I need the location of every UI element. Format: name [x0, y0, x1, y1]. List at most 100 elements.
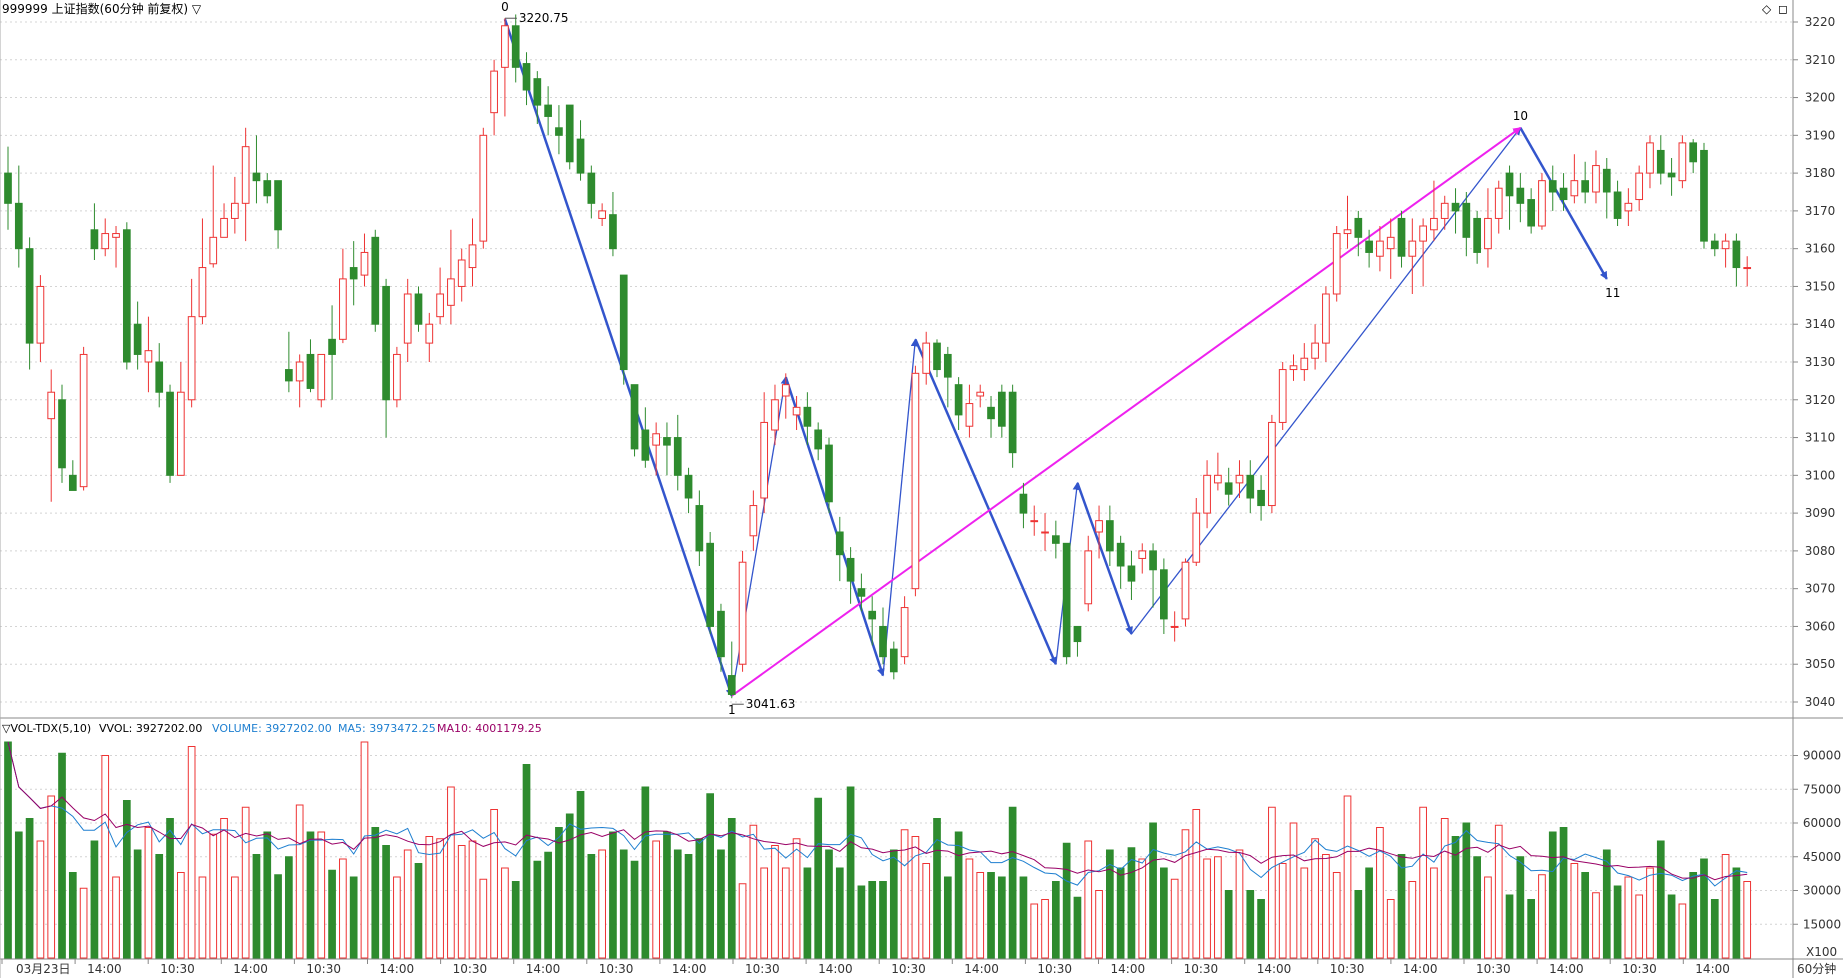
volume-bar: [987, 872, 995, 959]
volume-bar: [663, 831, 671, 959]
volume-bar: [58, 752, 66, 959]
candle-body: [1138, 550, 1147, 559]
candle-body: [90, 229, 99, 250]
volume-bar: [1592, 892, 1600, 959]
candle-body: [760, 421, 769, 499]
candle-body: [911, 372, 920, 590]
candle-body: [68, 474, 77, 491]
candle-body: [306, 353, 315, 389]
candle-body: [1732, 240, 1741, 269]
indicator-ma5: MA5: 3973472.25: [338, 722, 436, 735]
candle-body: [1203, 474, 1211, 514]
volume-bar: [133, 849, 142, 959]
candle-body: [771, 399, 779, 431]
volume-bars: [4, 741, 1752, 959]
volume-bar: [479, 878, 488, 959]
window-icon-diamond[interactable]: ◇: [1762, 2, 1772, 16]
candle-body: [1624, 202, 1633, 212]
candle-body: [1548, 180, 1557, 193]
time-tick-label: 10:30: [1184, 962, 1219, 976]
candle-body: [555, 127, 563, 136]
time-tick-label: 14:00: [380, 962, 415, 976]
candle-body: [1516, 187, 1525, 204]
volume-bar: [565, 813, 574, 959]
volume-bar: [1041, 899, 1049, 959]
candle-body: [846, 557, 855, 582]
time-tick-label: 10:30: [891, 962, 926, 976]
time-tick-label: 10:30: [1622, 962, 1657, 976]
volume-bar: [609, 831, 617, 959]
candle-body: [727, 675, 736, 695]
volume-bar: [1332, 872, 1341, 959]
volume-bar: [781, 867, 790, 959]
volume-bar: [965, 858, 974, 959]
volume-bar: [1743, 881, 1752, 959]
trend-segment: [731, 126, 1522, 697]
indicator-ma10: MA10: 4001179.25: [437, 722, 542, 735]
volume-bar: [997, 876, 1006, 959]
zigzag-segment: [882, 338, 919, 676]
candle-body: [1246, 474, 1255, 499]
candle-body: [176, 391, 185, 476]
candle-body: [1062, 542, 1071, 658]
timeframe-label[interactable]: 60分钟: [1797, 961, 1836, 976]
volume-bar: [1527, 899, 1535, 959]
volume-bar: [1116, 867, 1125, 959]
candle-body: [1311, 342, 1319, 359]
volume-bar: [1624, 876, 1633, 959]
candle-body: [382, 285, 390, 401]
time-tick-label: 14:00: [1257, 962, 1292, 976]
price-tick-label: 3090: [1805, 506, 1836, 520]
zigzag-segment: [1130, 126, 1521, 635]
volume-bar: [1440, 818, 1449, 959]
indicator-vvol: VVOL: 3927202.00: [99, 722, 202, 735]
volume-bar: [1473, 856, 1481, 959]
volume-bar: [1170, 878, 1179, 959]
candle-body: [252, 172, 261, 182]
volume-bar: [360, 741, 369, 959]
volume-bar: [749, 824, 758, 959]
volume-bar: [533, 860, 542, 959]
volume-bar: [317, 831, 326, 959]
volume-bar: [900, 829, 909, 959]
zigzag-segment: [1076, 482, 1133, 635]
zigzag-point-label: 10: [1513, 109, 1528, 123]
volume-bar: [1559, 827, 1568, 959]
volume-bar: [1386, 899, 1395, 959]
volume-bar: [1192, 809, 1201, 959]
price-tick-label: 3070: [1805, 582, 1836, 596]
candle-body: [533, 78, 542, 106]
candle-body: [976, 391, 985, 397]
volume-bar: [220, 818, 228, 959]
candle-body: [1451, 202, 1460, 212]
time-tick-label: 14:00: [233, 962, 268, 976]
volume-bar: [1354, 890, 1363, 959]
volume-bar: [144, 827, 153, 959]
candle-body: [565, 104, 574, 163]
volume-bar: [176, 872, 185, 959]
candle-body: [209, 236, 218, 265]
candle-body: [101, 233, 110, 250]
candle-body: [933, 342, 941, 371]
time-tick-label: 14:00: [1549, 962, 1584, 976]
volume-bar: [295, 804, 304, 959]
candle-body: [1365, 240, 1373, 253]
candle-body: [1030, 520, 1039, 523]
volume-bar: [1419, 806, 1427, 959]
candle-body: [425, 323, 434, 344]
volume-bar: [1160, 867, 1168, 959]
volume-bar: [846, 786, 855, 959]
volume-bar: [101, 755, 110, 959]
price-tick-label: 3060: [1805, 619, 1836, 633]
candle-body: [900, 607, 909, 658]
volume-bar: [857, 885, 866, 959]
candle-body: [814, 429, 823, 450]
candle-body: [1051, 535, 1060, 544]
volume-bar: [1289, 822, 1298, 959]
window-icon-restore[interactable]: ◻: [1778, 2, 1788, 16]
candle-body: [295, 361, 304, 382]
candle-body: [1462, 202, 1471, 238]
volume-bar: [1430, 867, 1438, 959]
candle-body: [1181, 561, 1190, 620]
